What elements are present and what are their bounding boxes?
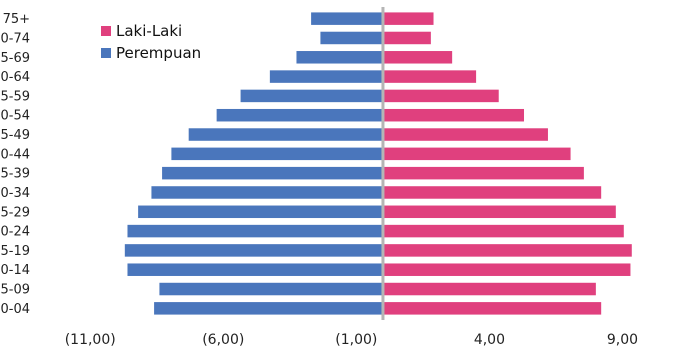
bar-laki-laki-25-29	[382, 205, 616, 219]
y-tick-label: 30-34	[0, 186, 30, 201]
x-tick-label: (1,00)	[335, 332, 377, 348]
bar-laki-laki-00-04	[382, 302, 602, 315]
bar-laki-laki-10-14	[382, 263, 631, 276]
legend-label-perempuan: Perempuan	[116, 44, 201, 62]
y-tick-label: 05-09	[0, 283, 30, 298]
y-tick-label: 50-54	[0, 109, 30, 124]
bar-laki-laki-30-34	[382, 186, 602, 199]
bar-perempuan-30-34	[151, 186, 383, 199]
bar-perempuan-40-44	[171, 147, 383, 161]
bar-laki-laki-70-74	[382, 31, 431, 45]
x-tick-label: 9,00	[607, 332, 638, 348]
legend-label-laki-laki: Laki-Laki	[116, 22, 182, 40]
y-tick-label: 15-19	[0, 244, 30, 259]
bar-perempuan-55-59	[240, 89, 383, 103]
bar-laki-laki-50-54	[382, 108, 525, 122]
bar-perempuan-75+	[311, 12, 383, 25]
bar-laki-laki-65-69	[382, 51, 453, 64]
bar-perempuan-65-69	[296, 51, 383, 64]
bar-perempuan-25-29	[138, 205, 383, 219]
y-tick-label: 35-39	[0, 167, 30, 182]
bar-perempuan-05-09	[159, 282, 383, 296]
y-tick-label: 20-24	[0, 225, 30, 240]
bar-perempuan-15-19	[124, 244, 383, 257]
bar-perempuan-00-04	[154, 302, 383, 315]
x-tick-labels: (11,00) (6,00) (1,00) 4,00 9,00	[65, 332, 638, 348]
legend: Laki-Laki Perempuan	[101, 22, 201, 62]
y-tick-label: 45-49	[0, 128, 30, 143]
bar-perempuan-10-14	[127, 263, 383, 276]
bar-laki-laki-20-24	[382, 224, 624, 238]
bar-laki-laki-60-64	[382, 70, 477, 83]
bars-layer	[124, 12, 632, 315]
bar-perempuan-60-64	[269, 70, 383, 83]
y-tick-label: 00-04	[0, 302, 30, 317]
y-tick-label: 55-59	[0, 89, 30, 104]
legend-swatch-perempuan	[101, 48, 111, 58]
y-tick-label: 60-64	[0, 70, 30, 85]
bar-perempuan-35-39	[162, 166, 383, 180]
x-tick-label: (6,00)	[202, 332, 244, 348]
bar-perempuan-50-54	[216, 108, 383, 122]
y-tick-label: 10-14	[0, 263, 30, 278]
y-tick-label: 25-29	[0, 205, 30, 220]
bar-laki-laki-45-49	[382, 128, 548, 141]
bar-laki-laki-35-39	[382, 166, 584, 180]
y-tick-labels: 00-04 05-09 10-14 15-19 20-24 25-29 30-34 35-39…	[0, 12, 30, 317]
legend-swatch-laki-laki	[101, 26, 111, 36]
bar-perempuan-45-49	[188, 128, 383, 141]
x-tick-label: (11,00)	[65, 332, 116, 348]
y-tick-label: 70-74	[0, 31, 30, 46]
y-tick-label: 75+	[3, 12, 30, 27]
bar-laki-laki-40-44	[382, 147, 571, 161]
x-tick-label: 4,00	[474, 332, 505, 348]
bar-laki-laki-55-59	[382, 89, 499, 103]
bar-laki-laki-15-19	[382, 244, 632, 257]
bar-perempuan-20-24	[127, 224, 383, 238]
bar-perempuan-70-74	[320, 31, 383, 45]
y-tick-label: 65-69	[0, 51, 30, 66]
y-tick-label: 40-44	[0, 147, 30, 162]
bar-laki-laki-05-09	[382, 282, 596, 296]
bar-laki-laki-75+	[382, 12, 434, 25]
